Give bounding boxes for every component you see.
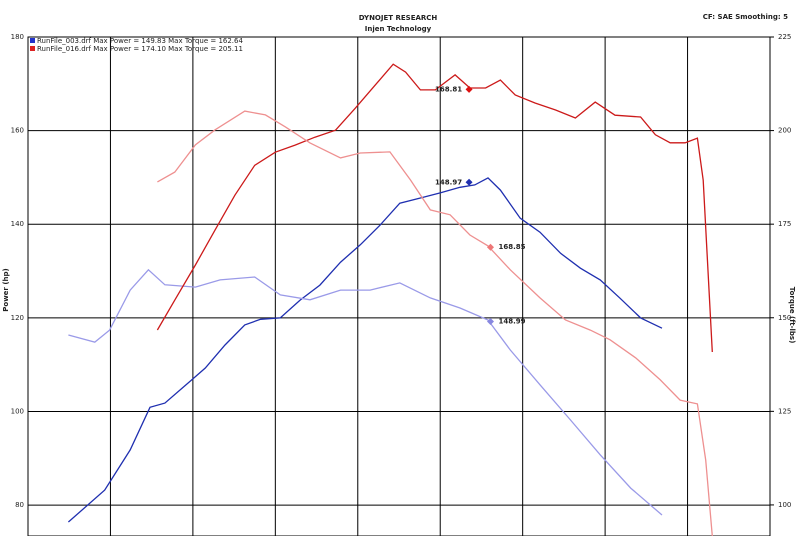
- settings-text: CF: SAE Smoothing: 5: [703, 13, 788, 21]
- annotation-marker: [465, 85, 473, 93]
- series-line: [156, 63, 713, 353]
- plot-area: [27, 36, 771, 536]
- series-line: [67, 177, 663, 523]
- series-line: [68, 268, 663, 516]
- annotation-marker: [465, 178, 473, 186]
- y2-tick-label: 225: [778, 33, 791, 41]
- y-tick-label: 140: [11, 220, 24, 228]
- y2-tick-label: 175: [778, 220, 791, 228]
- y-tick-label: 160: [11, 127, 24, 135]
- annotation-label: 148.97: [435, 178, 462, 186]
- y2-tick-label: 200: [778, 127, 791, 135]
- legend-label: RunFile_016.drf Max Power = 174.10 Max T…: [37, 45, 243, 53]
- annotation-label: 148.99: [499, 318, 526, 326]
- chart-title: DYNOJET RESEARCH: [359, 14, 438, 22]
- y-tick-label: 80: [15, 501, 24, 509]
- y2-axis-label: Torque (ft-lbs): [788, 287, 796, 344]
- y2-tick-label: 100: [778, 501, 791, 509]
- y-tick-label: 100: [11, 407, 24, 415]
- annotation-label: 168.85: [499, 243, 526, 251]
- chart-subtitle: Injen Technology: [365, 25, 432, 33]
- series-line: [157, 110, 713, 536]
- y2-tick-label: 150: [778, 314, 791, 322]
- annotation-marker: [487, 243, 495, 251]
- legend-label: RunFile_003.drf Max Power = 149.83 Max T…: [37, 37, 243, 45]
- y-tick-label: 180: [11, 33, 24, 41]
- legend-swatch: [30, 38, 35, 43]
- y-tick-label: 120: [11, 314, 24, 322]
- annotation-marker: [487, 318, 495, 326]
- legend-swatch: [30, 46, 35, 51]
- annotation-label: 168.81: [435, 85, 462, 93]
- y2-tick-label: 125: [778, 407, 791, 415]
- y-axis-label: Power (hp): [2, 268, 10, 311]
